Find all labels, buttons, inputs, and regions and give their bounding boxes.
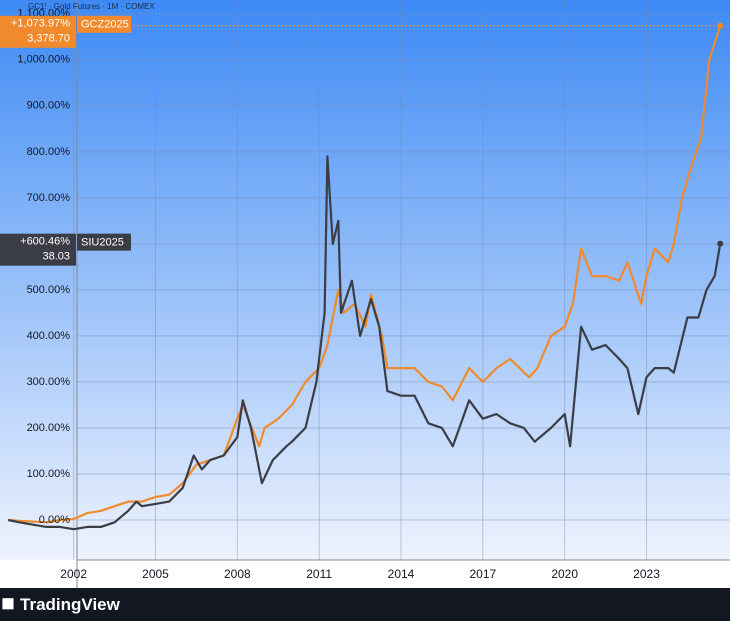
y-tick-label: 900.00% — [27, 100, 71, 112]
last-price: 3,378.70 — [27, 33, 70, 45]
series-line — [8, 25, 722, 524]
legend-entry: GCZ2025 — [81, 19, 129, 31]
x-tick-label: 2002 — [60, 567, 87, 581]
symbol-box — [77, 15, 131, 33]
y-tick-label: 300.00% — [27, 376, 71, 388]
x-tick-label: 2020 — [551, 567, 578, 581]
labels: 0.00% 100.00% 200.00% 300.00% 400.00% 500.00%… — [0, 8, 660, 581]
x-tick-label: 2005 — [142, 567, 169, 581]
plot-background — [0, 0, 730, 560]
last-change: +1,073.97% — [11, 18, 70, 30]
y-tick-label: 700.00% — [27, 192, 71, 204]
footer: ⯀ TradingView — [0, 588, 730, 621]
y-tick-label: 500.00% — [27, 284, 71, 296]
lines — [7, 22, 724, 531]
y-tick-label: 0.00% — [39, 514, 70, 526]
tag-box — [0, 233, 76, 266]
y-tick-label: 1,100.00% — [17, 8, 70, 20]
series-tag: +1,073.97% 3,378.70 GCZ2025 — [0, 15, 131, 48]
series-line — [7, 155, 722, 531]
x-tick-label: 2008 — [224, 567, 251, 581]
x-axis-band — [0, 560, 730, 588]
last-change: +600.46% — [20, 236, 70, 248]
x-tick-label: 2014 — [388, 567, 415, 581]
y-tick-label: 800.00% — [27, 146, 71, 158]
logo-icon: ⯀ — [2, 597, 15, 614]
series-tag: +600.46% 38.03 SIU2025 — [0, 233, 131, 266]
y-tick-label: 1,000.00% — [17, 54, 70, 66]
last-point — [717, 22, 724, 29]
last-point — [717, 240, 724, 247]
y-tick-label: 400.00% — [27, 330, 71, 342]
y-tick-label: 200.00% — [27, 422, 71, 434]
x-tick-label: 2011 — [306, 567, 332, 581]
brand: TradingView — [20, 595, 120, 614]
x-tick-label: 2017 — [469, 567, 496, 581]
x-tick-label: 2023 — [633, 567, 660, 581]
chart: 0.00% 100.00% 200.00% 300.00% 400.00% 500.00%… — [0, 0, 730, 588]
symbol-box — [77, 233, 131, 251]
tag-box — [0, 15, 76, 48]
last-price: 38.03 — [42, 251, 70, 263]
legend-entry: SIU2025 — [81, 237, 124, 249]
y-tick-label: 100.00% — [27, 468, 71, 480]
header: GC1! · Gold Futures · 1M · COMEX — [28, 2, 155, 11]
